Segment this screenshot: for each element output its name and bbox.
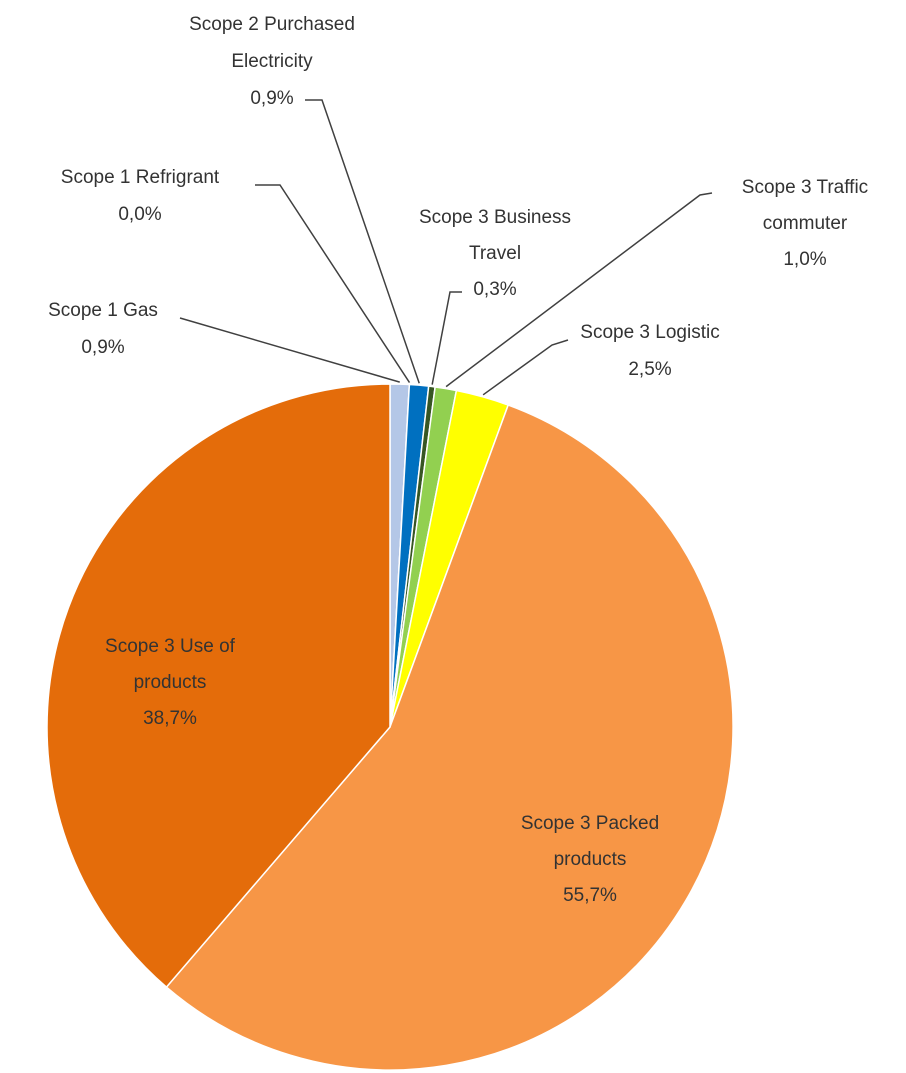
value-label: 55,7% xyxy=(563,885,617,906)
category-name: Scope 3 Packed products xyxy=(520,813,660,870)
slice-label: Scope 2 Purchased Electricity 0,9% xyxy=(152,6,392,117)
value-label: 0,0% xyxy=(118,204,162,225)
slice-label: Scope 3 Use of products 38,7% xyxy=(80,629,260,737)
category-name: Scope 1 Gas xyxy=(48,300,158,321)
value-label: 0,9% xyxy=(250,88,294,109)
pie-slice xyxy=(46,383,391,989)
category-name: Scope 3 Logistic xyxy=(580,322,720,343)
value-label: 0,9% xyxy=(81,337,125,358)
slice-label: Scope 1 Refrigrant 0,0% xyxy=(20,159,260,233)
leader-line xyxy=(179,317,400,383)
slice-label: Scope 1 Gas 0,9% xyxy=(3,292,203,366)
leader-line xyxy=(305,99,420,384)
leader-line xyxy=(445,192,713,388)
leader-line xyxy=(431,291,462,385)
category-name: Scope 1 Refrigrant xyxy=(60,167,220,188)
leader-line xyxy=(482,339,569,396)
value-label: 1,0% xyxy=(783,249,827,270)
category-name: Scope 3 Business Travel xyxy=(418,207,572,264)
slice-label: Scope 3 Packed products 55,7% xyxy=(495,806,685,914)
category-name: Scope 3 Use of products xyxy=(105,636,235,693)
leader-line xyxy=(255,184,411,383)
slice-label: Scope 3 Logistic 2,5% xyxy=(540,314,760,388)
slice-label: Scope 3 Business Travel 0,3% xyxy=(405,200,585,308)
pie-slice xyxy=(165,404,734,1071)
value-label: 0,3% xyxy=(473,279,517,300)
value-label: 38,7% xyxy=(143,708,197,729)
category-name: Scope 2 Purchased Electricity xyxy=(189,14,355,72)
value-label: 2,5% xyxy=(628,359,672,380)
category-name: Scope 3 Traffic commuter xyxy=(741,177,869,234)
slice-label: Scope 3 Traffic commuter 1,0% xyxy=(705,170,905,278)
